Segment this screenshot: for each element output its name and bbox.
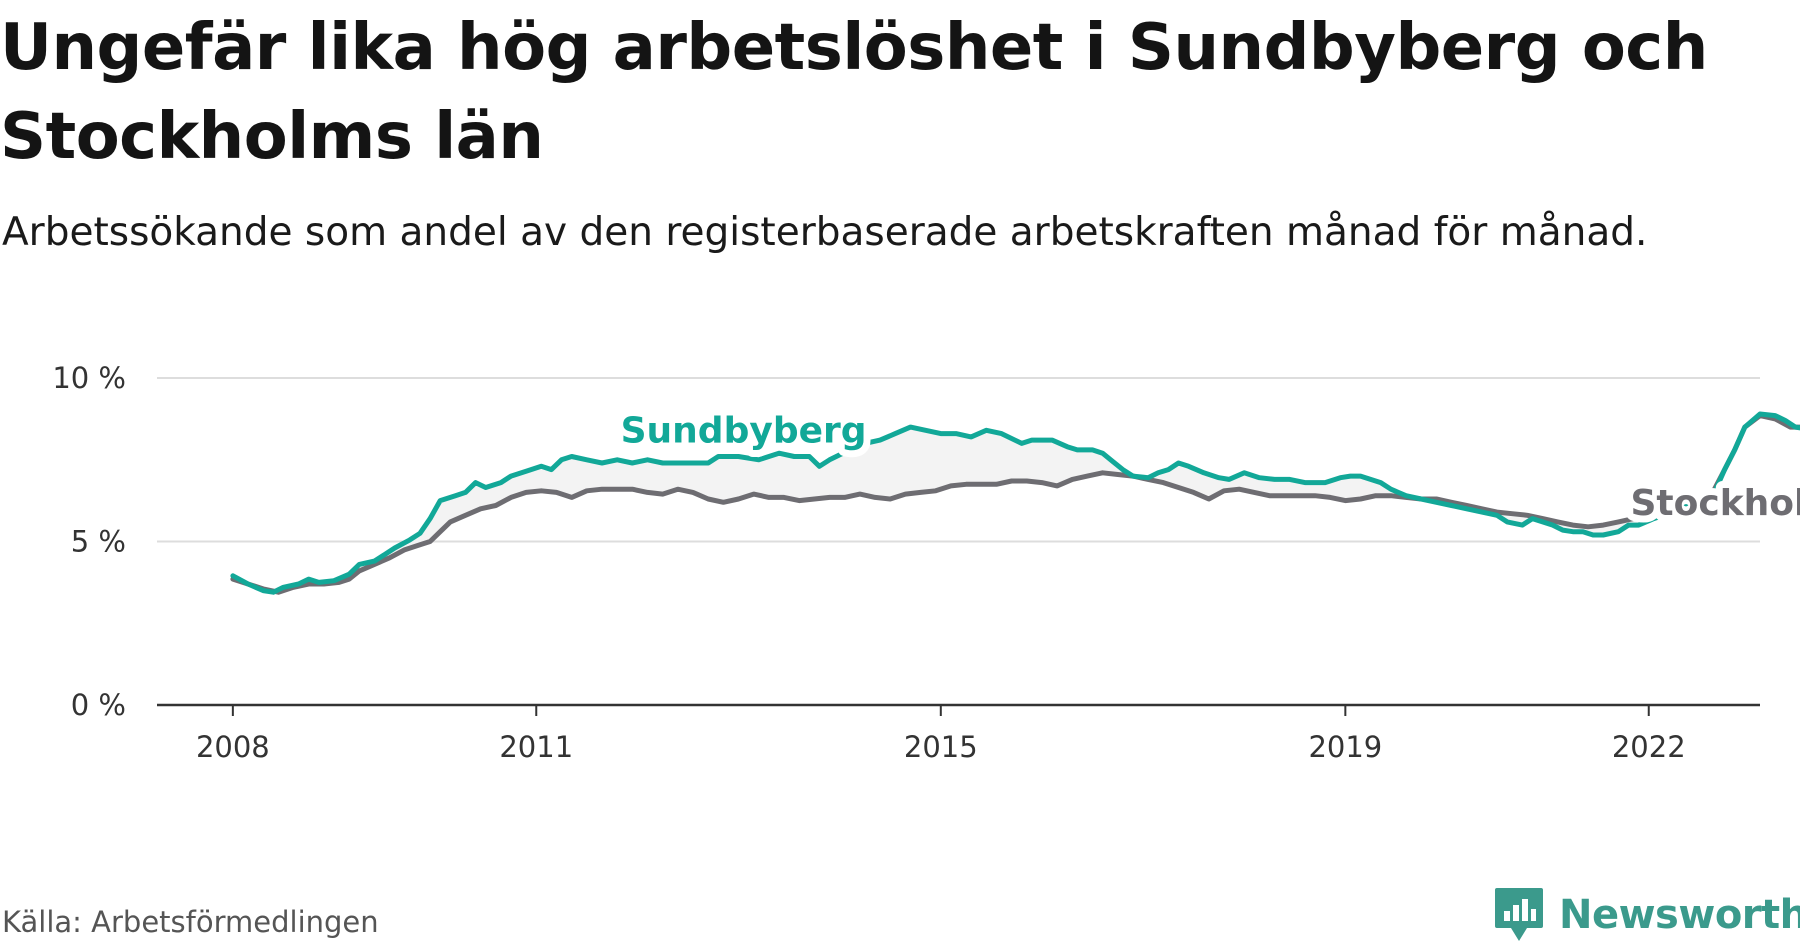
y-tick-label: 5 % [71,525,126,559]
x-tick-label: 2022 [1612,730,1686,764]
x-tick-label: 2019 [1308,730,1382,764]
series-label-sundbyberg: Sundbyberg [621,410,867,451]
difference-band [232,414,1800,593]
x-tick-label: 2008 [196,730,270,764]
x-tick-label: 2015 [904,730,978,764]
chart-subtitle: Arbetssökande som andel av den registerb… [2,210,1648,255]
series-layer [230,411,1800,595]
series-label-sundbyberg-halo: Sundbyberg [621,410,867,451]
series-label-stockholms-lan-halo: Stockholms län [1630,483,1800,524]
y-tick-label: 0 % [71,688,126,722]
y-axis: 0 % 5 % 10 % [52,361,126,722]
series-label-stockholms-lan: Stockholms län [1630,483,1800,524]
newsworthy-icon [1495,888,1543,941]
x-tick-label: 2011 [499,730,573,764]
series-line-sundbyberg [230,411,1800,595]
difference-area [232,414,1800,593]
brand-name: Newsworthy [1559,892,1800,938]
source-note: Källa: Arbetsförmedlingen [2,905,379,939]
x-axis: 2008 2011 2015 2019 2022 [157,703,1760,764]
chart-title: Ungefär lika hög arbetslöshet i Sundbybe… [0,11,1708,174]
brand-logo[interactable]: Newsworthy [1493,886,1800,944]
line-chart: 0 % 5 % 10 % 2008 2011 2015 2019 2022 Sundbybe… [52,361,1800,764]
y-tick-label: 10 % [52,361,126,395]
label-layer: SundbybergSundbybergStockholms länStockh… [614,403,1800,531]
